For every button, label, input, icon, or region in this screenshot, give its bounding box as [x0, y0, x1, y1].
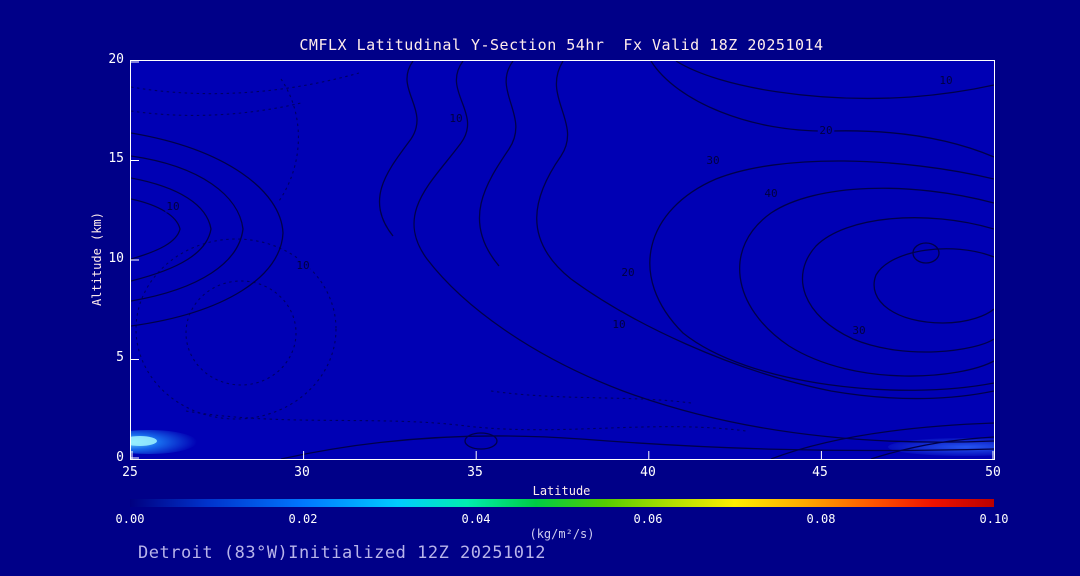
flux-smudge-left-core: [131, 436, 157, 446]
contour-lines-solid: [131, 61, 994, 459]
contour-label: 10: [939, 74, 952, 87]
x-tick-label: 25: [122, 465, 138, 480]
y-tick-label: 15: [108, 151, 124, 166]
contour-label: 10: [449, 112, 462, 125]
colorbar-tick-label: 0.02: [288, 512, 318, 526]
y-tick-label: 0: [116, 450, 124, 465]
x-tick-label: 30: [294, 465, 310, 480]
contour-lines-dashed: [131, 72, 747, 432]
contour-label: 10: [612, 318, 625, 331]
chart-title: CMFLX Latitudinal Y-Section 54hr Fx Vali…: [299, 36, 824, 54]
init-info-text: Detroit (83°W)Initialized 12Z 20251012: [138, 543, 546, 563]
contour-label: 40: [764, 187, 777, 200]
contour-labels: 10 10 10 20 30 40 20 10 30 10: [164, 72, 955, 340]
flux-smudge-right: [888, 438, 994, 456]
x-tick-label: 35: [467, 465, 483, 480]
y-tick-label: 20: [108, 52, 124, 67]
x-tick-label: 45: [812, 465, 828, 480]
plot-area: 10 10 10 20 30 40 20 10 30 10: [130, 60, 995, 460]
colorbar-units-label: (kg/m²/s): [529, 527, 595, 541]
colorbar: [130, 499, 994, 507]
colorbar-tick-label: 0.04: [461, 512, 491, 526]
contour-label: 10: [166, 200, 179, 213]
contour-label: 20: [819, 124, 832, 137]
contour-label: 20: [621, 266, 634, 279]
colorbar-tick-label: 0.08: [806, 512, 836, 526]
contour-label: 30: [852, 324, 865, 337]
colorbar-tick-label: 0.00: [115, 512, 145, 526]
y-tick-label: 5: [116, 350, 124, 365]
flux-smudge-left: [131, 430, 197, 454]
y-tick-label: 10: [108, 251, 124, 266]
x-axis-title: Latitude: [532, 484, 591, 498]
x-tick-label: 50: [985, 465, 1001, 480]
contour-plot: 10 10 10 20 30 40 20 10 30 10: [131, 61, 994, 459]
colorbar-tick-label: 0.10: [979, 512, 1009, 526]
contour-label: 10: [296, 259, 309, 272]
axis-tick-marks: [131, 61, 994, 459]
contour-label: 30: [706, 154, 719, 167]
x-tick-label: 40: [640, 465, 656, 480]
colorbar-tick-label: 0.06: [633, 512, 663, 526]
